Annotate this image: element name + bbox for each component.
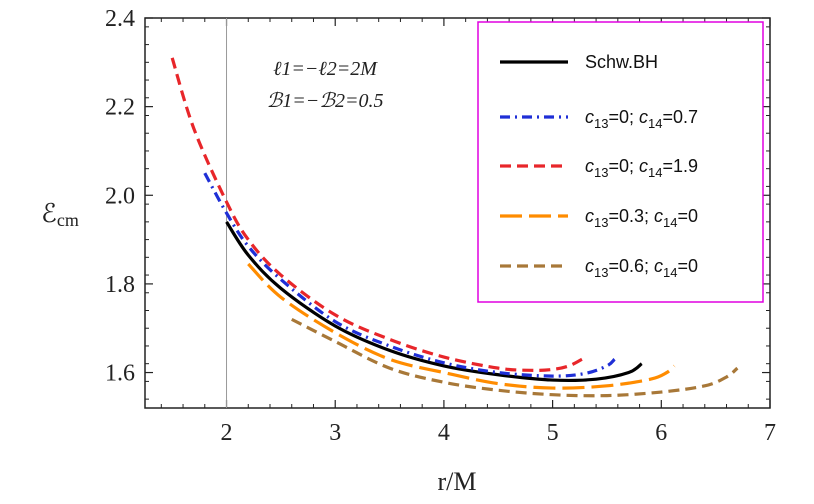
series-group <box>170 57 739 398</box>
series-line-2 <box>203 172 616 378</box>
legend-label-1: Schw.BH <box>585 52 658 72</box>
annotation-b: ℬ1=−ℬ2=0.5 <box>267 90 384 112</box>
y-tick-label: 1.8 <box>105 272 135 298</box>
y-axis-title-sub: cm <box>57 210 79 230</box>
series-line-1 <box>225 220 643 383</box>
legend-label-4: c13=0.3; c14=0 <box>585 206 698 230</box>
x-tick-label: 5 <box>547 420 559 446</box>
y-tick-label: 2.0 <box>105 183 135 209</box>
annotation-ell: ℓ1=−ℓ2=2M <box>273 58 378 80</box>
y-axis-title-main: ℰ <box>41 199 57 228</box>
x-tick-label: 7 <box>764 420 776 446</box>
legend: Schw.BH c13=0; c14=0.7 c13=0; c14=1.9 c13=0… <box>477 21 764 303</box>
x-axis-title: r/M <box>438 467 477 496</box>
x-tick-label: 4 <box>438 420 450 446</box>
legend-label-3: c13=0; c14=1.9 <box>585 156 698 180</box>
legend-label-2: c13=0; c14=0.7 <box>585 107 698 131</box>
y-tick-label: 1.6 <box>105 361 135 387</box>
x-tick-label: 2 <box>221 420 233 446</box>
legend-label-5: c13=0.6; c14=0 <box>585 256 698 280</box>
x-tick-label: 6 <box>655 420 667 446</box>
plot-frame <box>144 17 771 409</box>
y-tick-label: 2.2 <box>105 95 135 121</box>
ticks: 2 3 4 5 6 7 1.6 1.8 2.0 2.2 2.4 <box>105 6 776 446</box>
series-line-5 <box>291 317 739 398</box>
x-tick-label: 3 <box>329 420 341 446</box>
legend-frame <box>477 21 764 303</box>
y-tick-label: 2.4 <box>105 6 135 32</box>
series-line-4 <box>247 262 676 390</box>
y-axis-title: ℰcm <box>41 199 79 230</box>
